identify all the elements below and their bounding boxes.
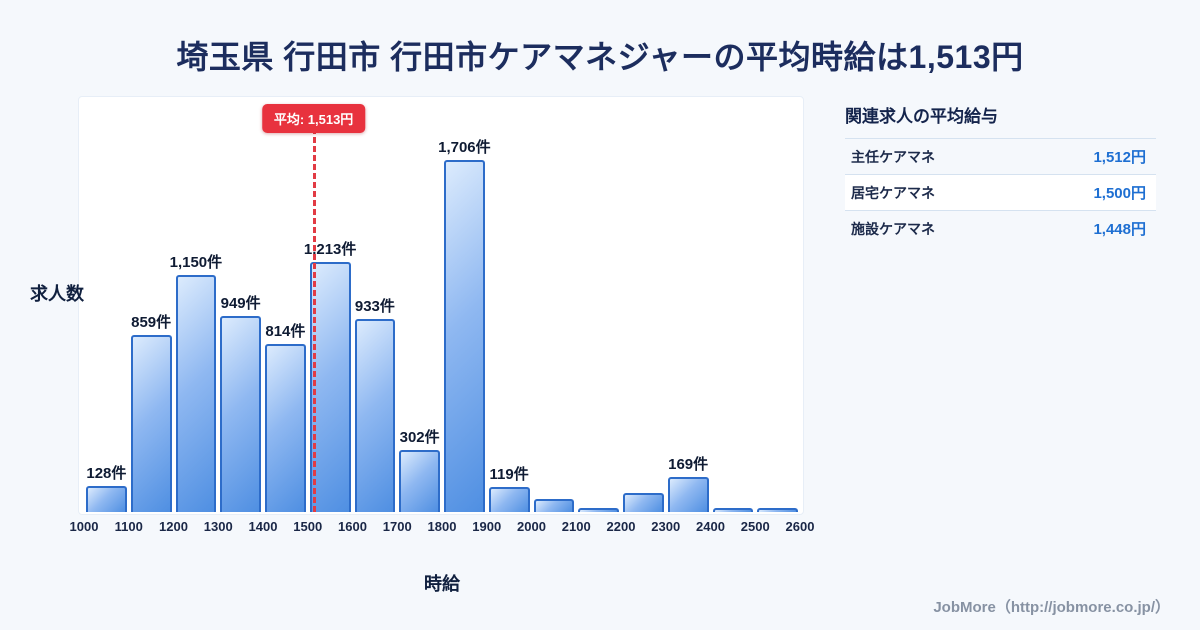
x-tick-label: 1500	[293, 519, 323, 534]
related-jobs-table: 主任ケアマネ 1,512円 居宅ケアマネ 1,500円 施設ケアマネ 1,448…	[845, 138, 1156, 246]
x-tick-label: 1000	[69, 519, 99, 534]
bar	[309, 261, 351, 512]
x-tick-label: 1400	[248, 519, 278, 534]
related-jobs-heading: 関連求人の平均給与	[845, 107, 998, 126]
bar	[578, 507, 619, 512]
x-tick-label: 2400	[696, 519, 725, 534]
x-tick-label: 2600	[785, 519, 815, 534]
bar	[712, 508, 754, 512]
page-title: 埼玉県 行田市 行田市ケアマネジャーの平均時給は1,513円	[176, 39, 1024, 75]
x-tick-label: 1300	[203, 519, 233, 534]
x-axis-label: 時給	[424, 574, 460, 594]
bar	[488, 487, 530, 512]
average-badge: 平均: 1,513円	[261, 104, 366, 133]
bar-value-label: 1,213件	[303, 240, 357, 258]
bar	[220, 316, 261, 512]
related-job-row: 居宅ケアマネ 1,500円	[845, 174, 1156, 210]
bar	[265, 344, 306, 512]
bar-value-label: 949件	[220, 295, 261, 313]
bar-value-label: 128件	[86, 464, 127, 482]
x-tick-label: 1800	[427, 519, 457, 534]
x-tick-label: 2200	[606, 519, 636, 534]
related-job-label: 主任ケアマネ	[851, 148, 935, 165]
bar	[354, 319, 396, 512]
average-line	[312, 128, 316, 512]
x-tick-label: 1600	[338, 519, 367, 534]
bar	[757, 508, 798, 512]
related-job-label: 施設ケアマネ	[851, 220, 935, 237]
x-tick-label: 1700	[382, 519, 412, 534]
related-job-value: 1,448円	[1093, 221, 1146, 238]
related-job-label: 居宅ケアマネ	[851, 184, 935, 201]
bar-value-label: 169件	[668, 456, 709, 474]
bar	[667, 477, 709, 512]
bar-value-label: 1,150件	[169, 253, 223, 271]
bar	[533, 499, 575, 512]
x-tick-label: 1100	[114, 519, 143, 534]
related-job-row: 主任ケアマネ 1,512円	[845, 138, 1156, 174]
bar-value-label: 1,706件	[438, 139, 491, 156]
bar	[175, 274, 217, 512]
footer-credit: JobMore（http://jobmore.co.jp/）	[933, 599, 1170, 616]
bar	[399, 449, 440, 512]
x-tick-label: 2500	[740, 519, 770, 534]
bar-value-label: 119件	[489, 466, 529, 484]
related-job-value: 1,500円	[1093, 185, 1146, 202]
bar	[623, 492, 664, 512]
bar-value-label: 859件	[131, 313, 172, 331]
bar-value-label: 814件	[265, 323, 306, 341]
x-tick-label: 2100	[561, 519, 591, 534]
x-tick-label: 1200	[159, 519, 188, 534]
x-tick-label: 2000	[517, 519, 546, 534]
related-job-value: 1,512円	[1093, 149, 1146, 166]
y-axis-label: 求人数	[30, 284, 84, 304]
bar	[130, 334, 172, 512]
related-job-row: 施設ケアマネ 1,448円	[845, 210, 1156, 246]
x-tick-label: 1900	[472, 519, 502, 534]
x-tick-label: 2300	[651, 519, 681, 534]
bar-value-label: 302件	[399, 428, 440, 446]
bar	[86, 485, 127, 512]
bar-value-label: 933件	[354, 298, 395, 316]
bar	[444, 160, 485, 512]
